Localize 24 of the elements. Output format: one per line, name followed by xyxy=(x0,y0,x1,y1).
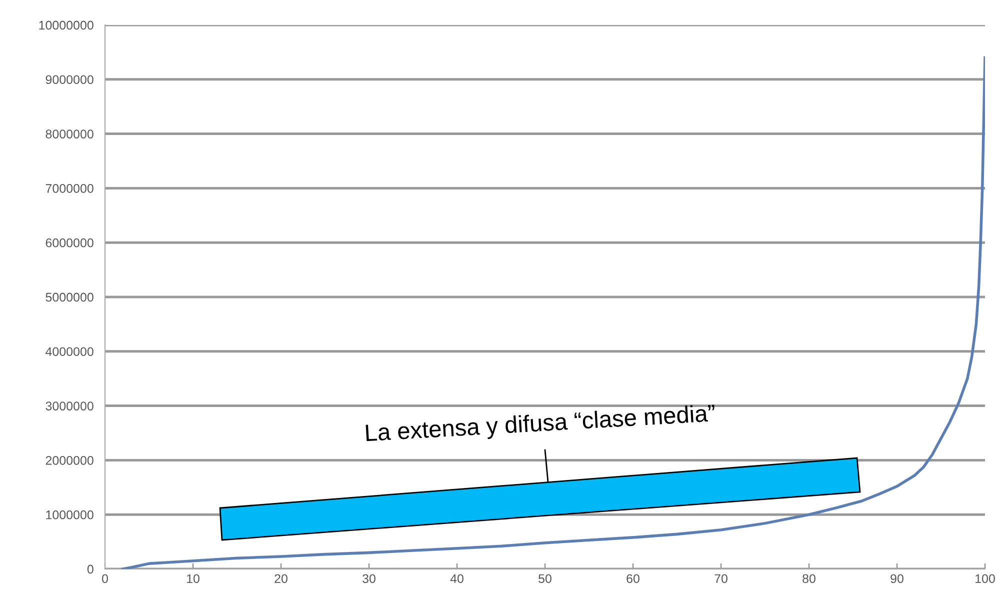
y-tick-label: 8000000 xyxy=(46,130,94,138)
x-tick-label: 40 xyxy=(450,574,464,584)
x-tick-label: 100 xyxy=(976,574,995,584)
x-tick-label: 60 xyxy=(626,574,640,584)
x-tick-label: 30 xyxy=(362,574,376,584)
y-tick-label: 0 xyxy=(87,564,94,574)
x-tick-label: 10 xyxy=(187,574,200,584)
y-tick-label: 6000000 xyxy=(46,238,94,248)
y-tick-label: 9000000 xyxy=(46,75,94,84)
y-tick-label: 7000000 xyxy=(46,184,94,193)
x-tick-label: 20 xyxy=(274,574,288,584)
x-tick-label: 0 xyxy=(102,574,108,584)
x-tick-label: 70 xyxy=(714,574,728,584)
y-tick-label: 3000000 xyxy=(46,402,94,410)
y-tick-label: 1000000 xyxy=(46,510,94,520)
x-tick-label: 50 xyxy=(538,574,552,584)
line-series xyxy=(121,56,985,569)
annotation: La extensa y difusa “clase media” xyxy=(366,404,716,446)
y-tick-label: 10000000 xyxy=(39,20,94,30)
x-tick-label: 80 xyxy=(802,574,816,584)
y-tick-label: 5000000 xyxy=(46,292,94,302)
y-tick-label: 4000000 xyxy=(46,347,94,356)
y-tick-label: 2000000 xyxy=(46,456,94,465)
x-tick-label: 90 xyxy=(890,574,904,584)
